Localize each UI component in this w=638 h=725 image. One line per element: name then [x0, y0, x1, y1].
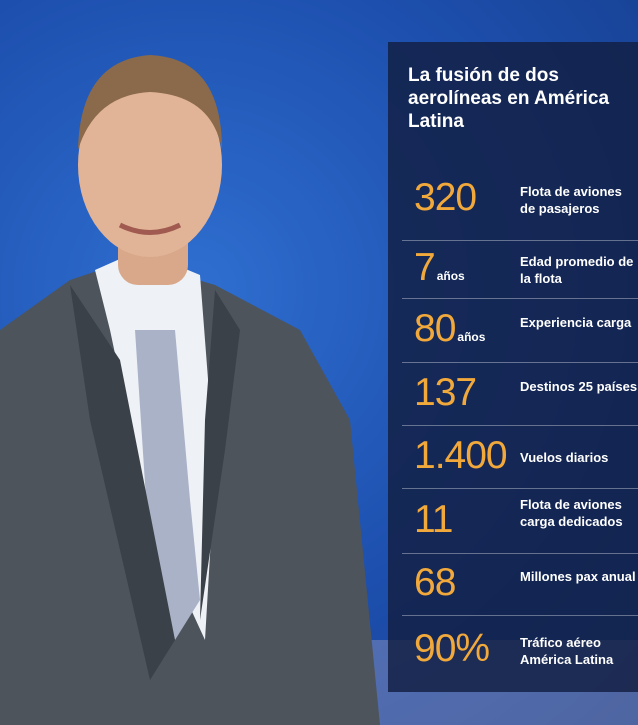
smile [118, 222, 182, 235]
stat-row: 80 años Experiencia carga [402, 298, 638, 363]
stat-value: 68 [414, 561, 456, 605]
stat-label: Experiencia carga [520, 315, 632, 330]
stat-row: 7 años Edad promedio de la flota [402, 240, 638, 299]
stat-value: 80 años [414, 307, 485, 351]
stat-value: 90% [414, 627, 490, 671]
stats-panel: La fusión de dos aerolíneas en América L… [388, 42, 638, 692]
stat-unit: años [457, 330, 486, 344]
stat-row: 320 Flota de aviones de pasajeros [402, 160, 638, 240]
stat-value: 1.400 [414, 433, 508, 478]
stat-value: 137 [414, 370, 477, 415]
stat-row: 1.400 Vuelos diarios [402, 425, 638, 489]
stat-number: 90% [414, 627, 490, 670]
stat-number: 320 [414, 176, 477, 219]
stat-label: Vuelos diarios [520, 450, 609, 465]
stat-value: 320 [414, 176, 477, 220]
stat-label: Flota de aviones de pasajeros [520, 184, 622, 216]
stat-label: Millones pax anual [520, 569, 636, 584]
stat-row: 68 Millones pax anual [402, 553, 638, 616]
stat-label: Edad promedio de la flota [520, 254, 634, 286]
stat-value: 11 [414, 498, 453, 542]
stat-number: 68 [414, 561, 456, 604]
stat-row: 11 Flota de aviones carga dedicados [402, 488, 638, 554]
stat-number: 11 [414, 497, 453, 541]
stat-value: 7 años [414, 246, 465, 290]
stat-unit: años [436, 269, 465, 283]
stat-row: 137 Destinos 25 países [402, 362, 638, 426]
stat-number: 7 [414, 246, 436, 289]
face [78, 73, 222, 257]
stat-number: 80 [414, 307, 456, 350]
stat-row: 90% Tráfico aéreo América Latina [402, 615, 638, 686]
lapels [70, 285, 240, 680]
stat-label: Tráfico aéreo América Latina [520, 635, 614, 667]
stat-label: Flota de aviones carga dedicados [520, 497, 623, 529]
stat-label: Destinos 25 países [520, 378, 638, 394]
panel-title: La fusión de dos aerolíneas en América L… [408, 65, 610, 132]
hair [78, 55, 222, 150]
stat-number: 1.400 [414, 433, 508, 477]
stat-number: 137 [414, 370, 477, 414]
